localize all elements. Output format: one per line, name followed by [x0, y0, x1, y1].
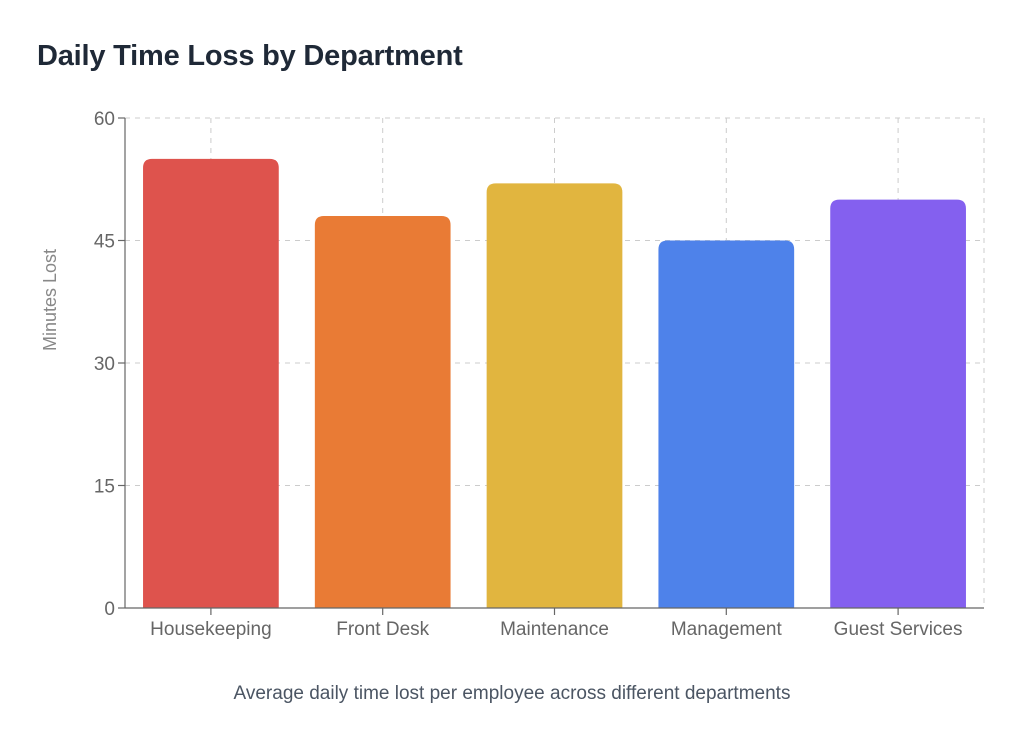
- y-tick-label: 60: [94, 109, 115, 130]
- y-tick-label: 15: [94, 477, 115, 498]
- x-tick-label: Maintenance: [500, 619, 609, 640]
- x-tick-label: Guest Services: [834, 619, 963, 640]
- chart-subtitle: Average daily time lost per employee acr…: [233, 683, 791, 704]
- x-tick-label: Housekeeping: [150, 619, 271, 640]
- chart-title: Daily Time Loss by Department: [37, 40, 463, 72]
- x-tick-label: Management: [671, 619, 783, 640]
- y-tick-label: 45: [94, 232, 115, 253]
- y-tick-label: 30: [94, 354, 115, 375]
- bars: [143, 158, 966, 609]
- x-tick-label: Front Desk: [336, 619, 429, 640]
- bar-maintenance: [486, 183, 623, 609]
- bar-guest-services: [830, 199, 966, 608]
- bar-front-desk: [314, 216, 451, 608]
- bar-housekeeping: [143, 158, 279, 609]
- y-axis-title: Minutes Lost: [40, 249, 60, 351]
- axes: 0 15 30 45 60 Housekeeping Front Desk Maintenan…: [94, 109, 984, 640]
- bar-management: [658, 240, 795, 608]
- y-tick-label: 0: [104, 599, 115, 620]
